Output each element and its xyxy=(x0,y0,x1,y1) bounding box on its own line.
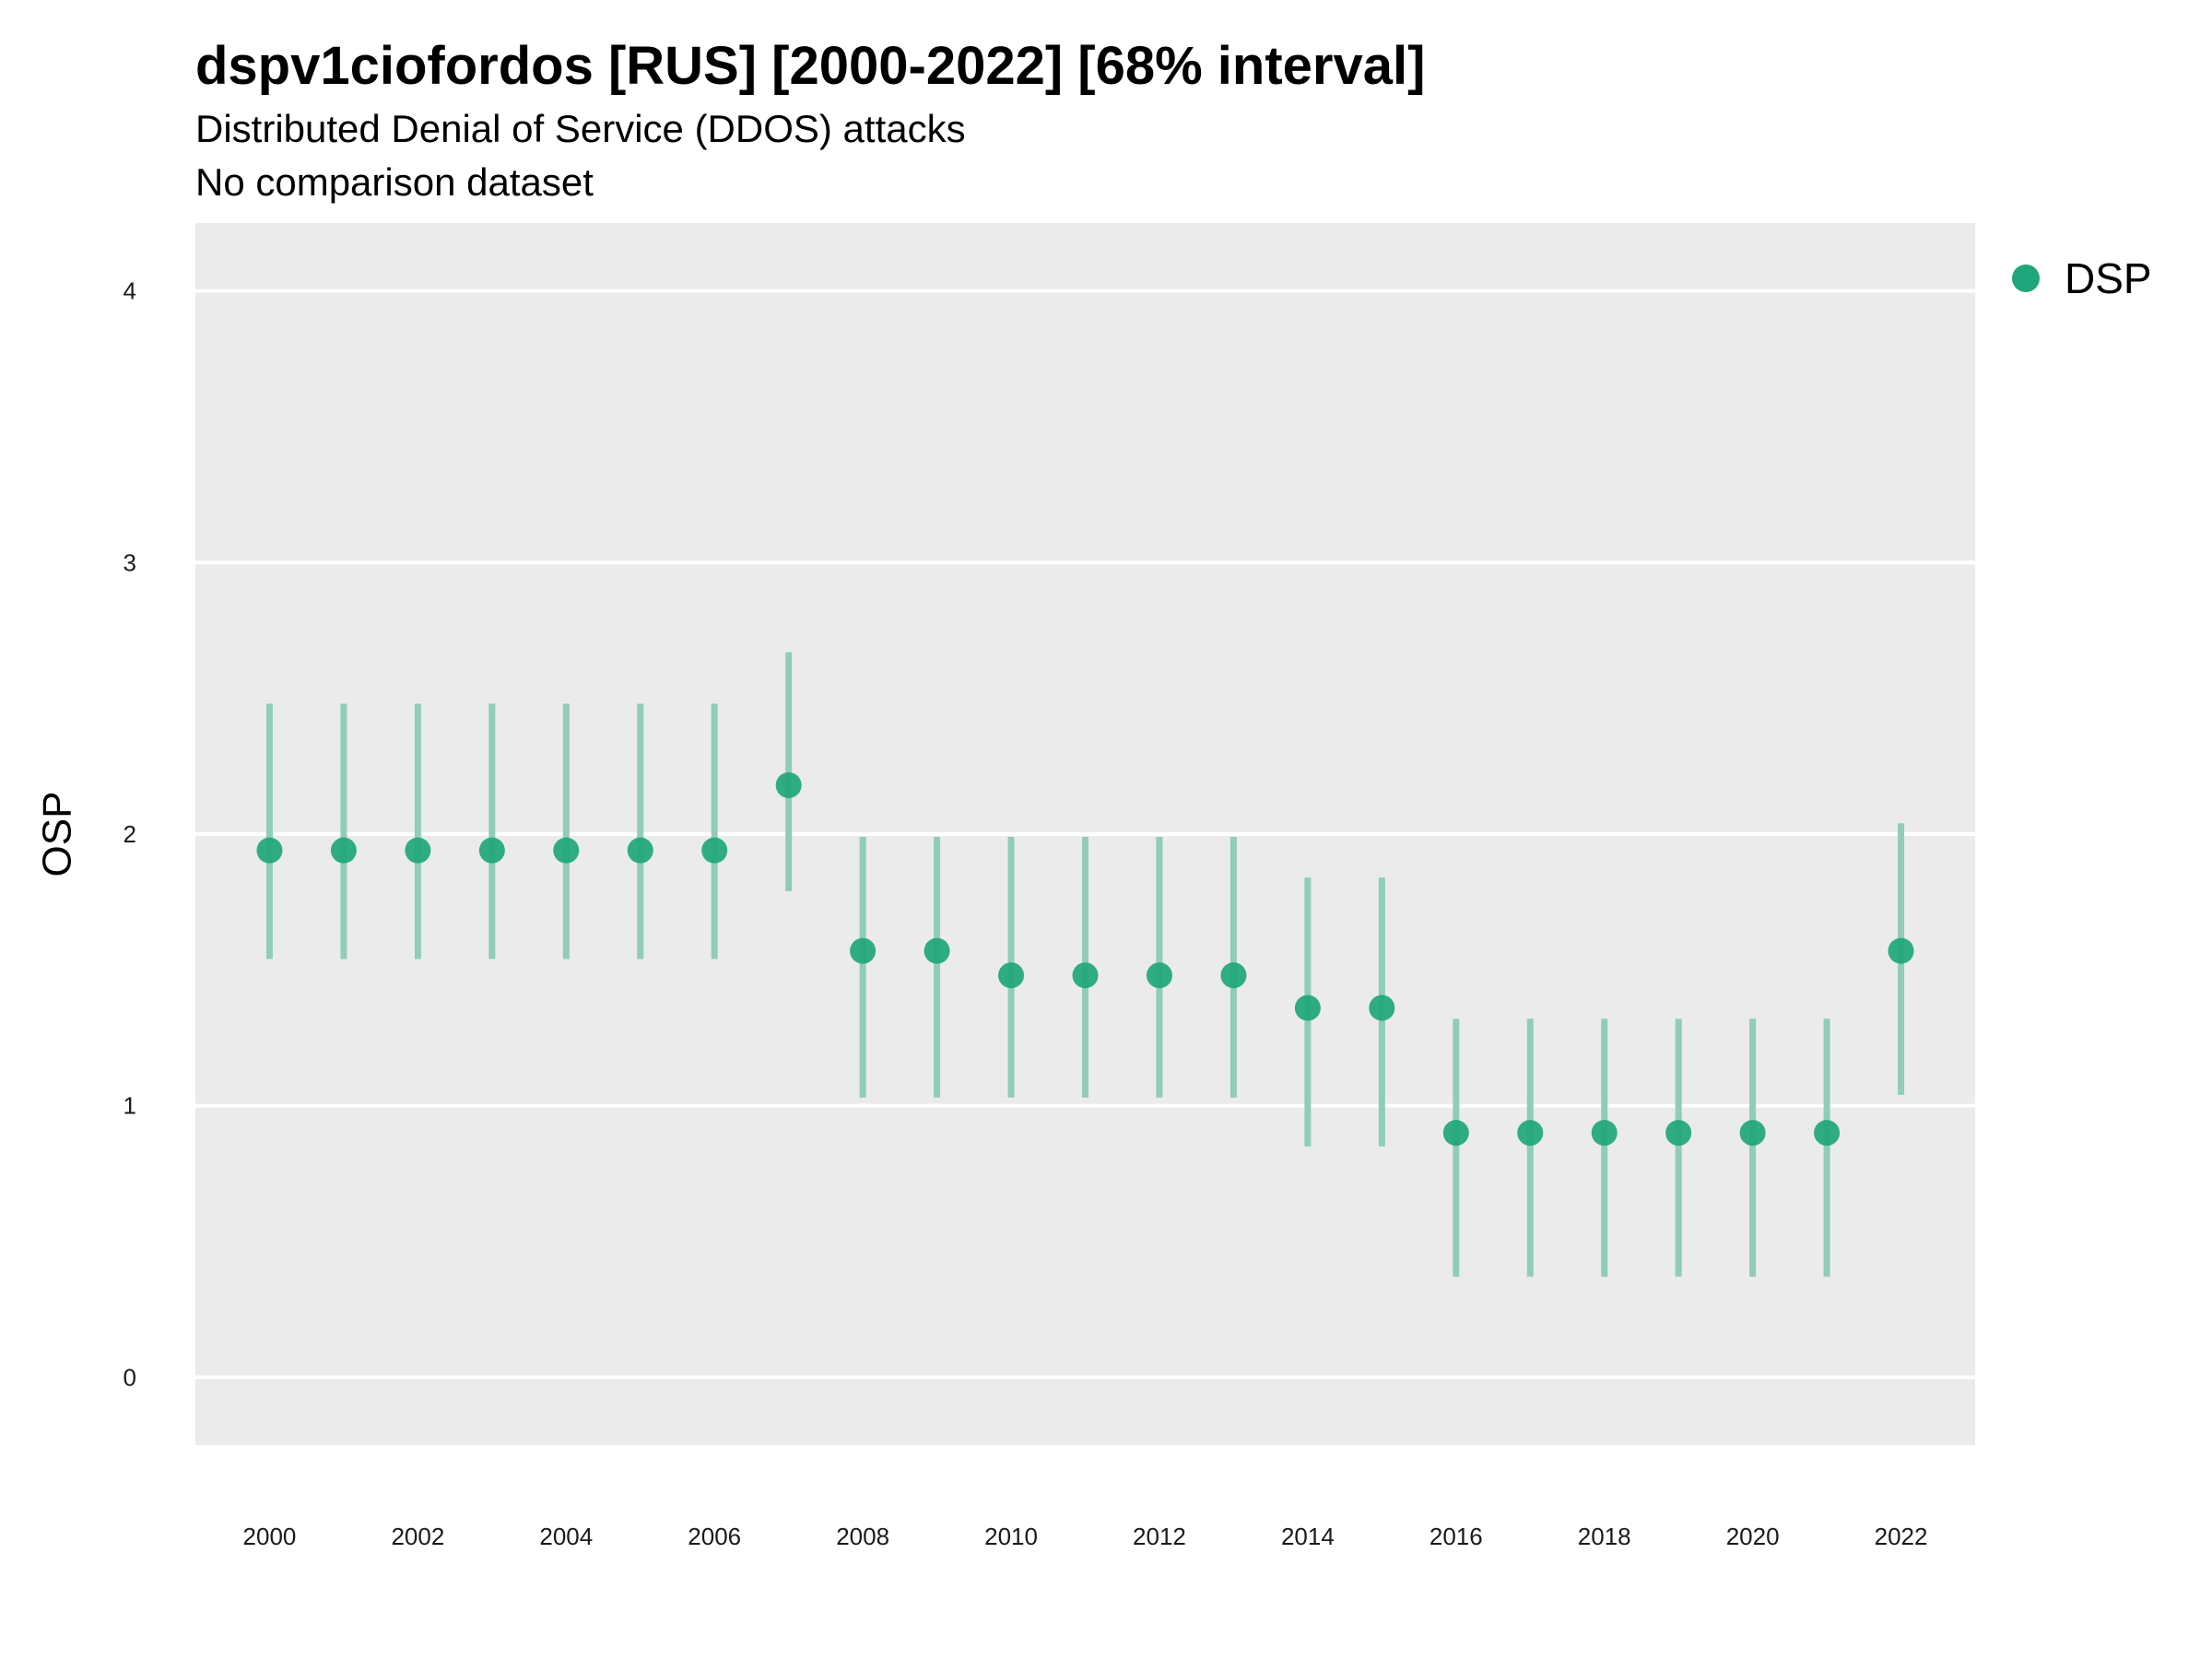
y-tick-label: 3 xyxy=(124,548,136,576)
legend-marker-dsp xyxy=(2012,265,2040,292)
data-point xyxy=(1739,1120,1766,1147)
x-tick-label: 2022 xyxy=(1875,1523,1928,1550)
x-tick-label: 2012 xyxy=(1133,1523,1186,1550)
x-tick-label: 2016 xyxy=(1430,1523,1483,1550)
data-point xyxy=(1146,962,1172,989)
legend[interactable]: DSP xyxy=(2012,254,2152,302)
y-tick-label: 0 xyxy=(124,1363,136,1391)
data-point xyxy=(1220,962,1247,989)
chart-title: dspv1ciofordos [RUS] [2000-2022] [68% in… xyxy=(195,36,1426,96)
y-axis-label: OSP xyxy=(35,792,80,877)
data-point xyxy=(1442,1120,1469,1147)
y-tick-labels: 0 1 2 3 4 xyxy=(124,277,136,1392)
data-point xyxy=(1517,1120,1544,1147)
x-tick-label: 2008 xyxy=(836,1523,889,1550)
data-point xyxy=(1665,1120,1692,1147)
x-tick-label: 2018 xyxy=(1578,1523,1631,1550)
data-point xyxy=(256,837,283,864)
data-point xyxy=(330,837,357,864)
chart-caption: No comparison dataset xyxy=(195,160,594,204)
data-point xyxy=(924,937,950,964)
y-tick-label: 4 xyxy=(124,277,136,305)
data-point xyxy=(850,937,877,964)
data-point xyxy=(478,837,505,864)
data-point xyxy=(1294,994,1321,1021)
x-tick-label: 2004 xyxy=(539,1523,593,1550)
y-tick-label: 1 xyxy=(124,1092,136,1120)
x-tick-labels: 2000 2002 2004 2006 2008 2010 2012 2014 2016 2018… xyxy=(243,1523,1928,1550)
x-tick-label: 2000 xyxy=(243,1523,297,1550)
data-point xyxy=(405,837,431,864)
data-point xyxy=(553,837,580,864)
data-point xyxy=(1369,994,1395,1021)
data-point xyxy=(1888,937,1914,964)
x-tick-label: 2002 xyxy=(391,1523,444,1550)
y-tick-label: 2 xyxy=(124,820,136,848)
x-tick-label: 2010 xyxy=(984,1523,1038,1550)
data-points xyxy=(256,771,1914,1147)
x-tick-label: 2006 xyxy=(688,1523,741,1550)
data-point xyxy=(998,962,1025,989)
data-point xyxy=(775,771,802,798)
x-tick-label: 2014 xyxy=(1281,1523,1335,1550)
chart-subtitle: Distributed Denial of Service (DDOS) att… xyxy=(195,107,966,150)
data-point xyxy=(627,837,653,864)
data-point xyxy=(1814,1120,1841,1147)
x-tick-label: 2020 xyxy=(1726,1523,1780,1550)
data-point xyxy=(1072,962,1099,989)
legend-label-dsp: DSP xyxy=(2065,254,2152,302)
data-point xyxy=(1591,1120,1618,1147)
data-point xyxy=(701,837,728,864)
